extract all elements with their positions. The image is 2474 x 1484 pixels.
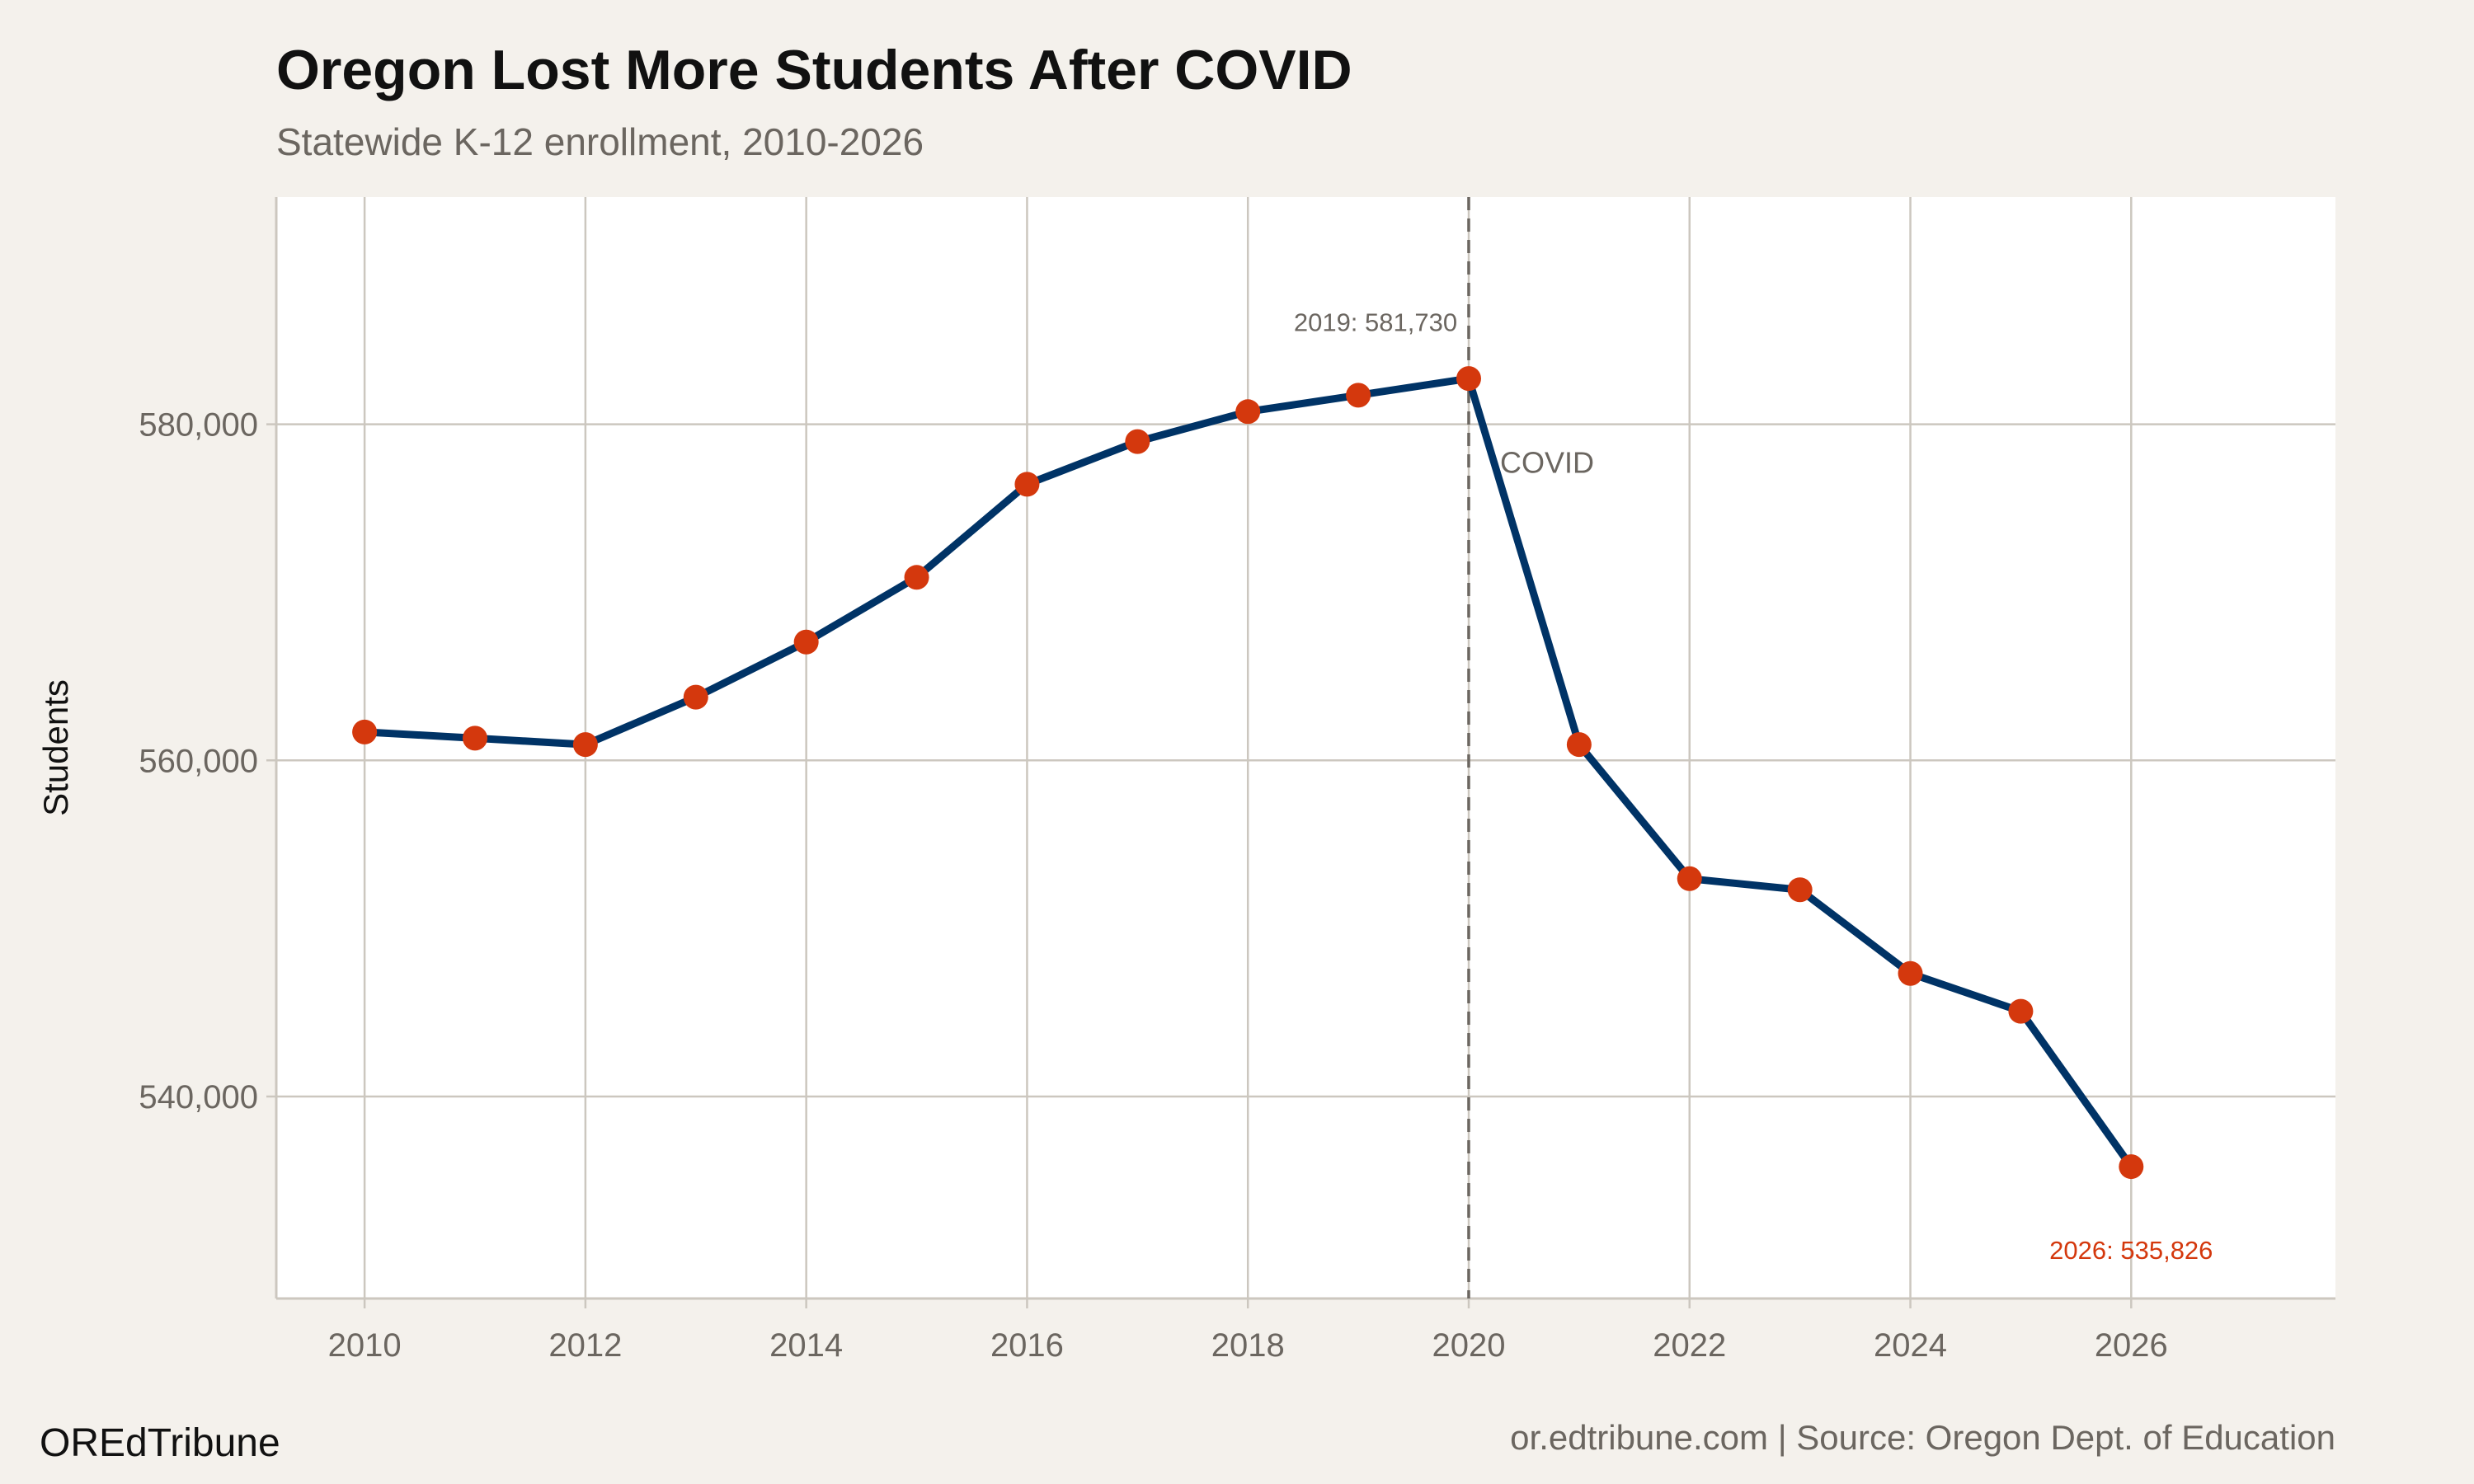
axes: 2010 2012 2014 2016 2018 2020 2022 2024 2026 540,… <box>139 197 2335 1364</box>
y-tick-label: 540,000 <box>139 1079 258 1115</box>
data-point-2023 <box>1787 877 1813 903</box>
annotation-2026: 2026: 535,826 <box>2049 1236 2213 1265</box>
enrollment-series <box>352 366 2144 1180</box>
x-tick-label: 2020 <box>1432 1327 1505 1364</box>
data-point-2013 <box>683 684 708 710</box>
data-point-2026 <box>2119 1154 2144 1180</box>
data-point-2012 <box>572 732 598 758</box>
x-tick-label: 2012 <box>548 1327 622 1364</box>
x-tick-label: 2010 <box>328 1327 402 1364</box>
data-point-2017 <box>1125 429 1150 454</box>
x-tick-label: 2014 <box>769 1327 843 1364</box>
data-point-2022 <box>1677 866 1702 891</box>
y-tick-label: 580,000 <box>139 407 258 444</box>
chart-title: Oregon Lost More Students After COVID <box>276 39 1352 101</box>
annotation-2019: 2019: 581,730 <box>1294 308 1457 336</box>
x-tick-label: 2026 <box>2095 1327 2168 1364</box>
y-axis-label: Students <box>36 679 75 816</box>
data-point-2021 <box>1566 732 1592 758</box>
brand-logo-text: OREdTribune <box>40 1421 280 1465</box>
data-point-2024 <box>1898 960 1923 986</box>
data-point-2014 <box>793 629 819 655</box>
data-point-2010 <box>352 719 378 744</box>
plot-area <box>276 197 2335 1298</box>
data-point-2020 <box>1456 366 1481 392</box>
data-point-2011 <box>462 726 487 751</box>
y-tick-label: 560,000 <box>139 743 258 779</box>
source-caption: or.edtribune.com | Source: Oregon Dept. … <box>1510 1418 2335 1457</box>
data-point-2025 <box>2008 998 2034 1024</box>
data-point-2015 <box>904 565 929 590</box>
chart-subtitle: Statewide K-12 enrollment, 2010-2026 <box>276 120 924 163</box>
data-point-2016 <box>1014 472 1040 497</box>
covid-label: COVID <box>1500 446 1594 480</box>
annotations: 2019: 581,730 2026: 535,826 <box>1294 308 2213 1265</box>
x-tick-label: 2024 <box>1874 1327 1947 1364</box>
data-point-2019 <box>1346 383 1371 408</box>
data-point-2018 <box>1235 399 1261 425</box>
x-tick-label: 2022 <box>1653 1327 1726 1364</box>
x-tick-label: 2018 <box>1211 1327 1285 1364</box>
x-tick-label: 2016 <box>990 1327 1064 1364</box>
